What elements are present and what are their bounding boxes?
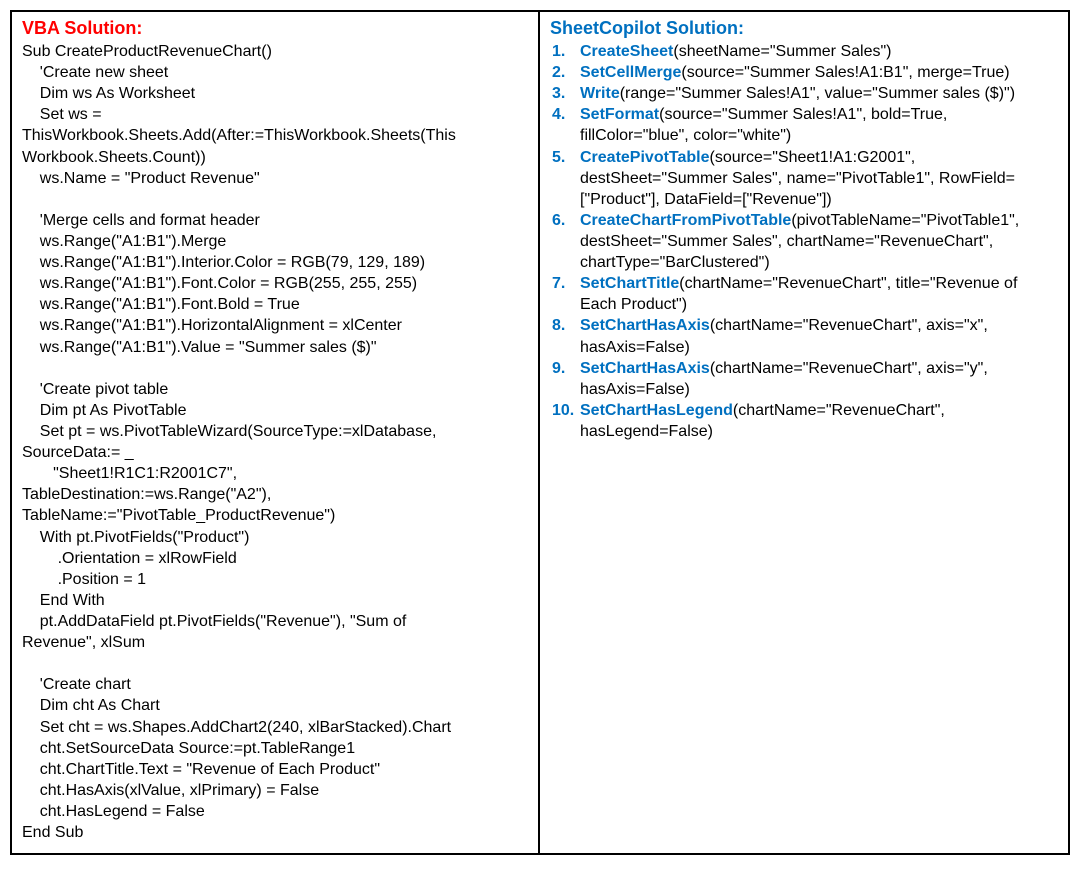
step-item: 6.CreateChartFromPivotTable(pivotTableNa… xyxy=(550,210,1058,273)
step-function: SetChartHasAxis xyxy=(580,360,710,377)
step-number: 2. xyxy=(550,62,580,83)
vba-title: VBA Solution: xyxy=(22,18,528,39)
step-number: 1. xyxy=(550,41,580,62)
step-number: 6. xyxy=(550,210,580,273)
step-function: CreateChartFromPivotTable xyxy=(580,212,791,229)
step-number: 10. xyxy=(550,400,580,442)
step-item: 8.SetChartHasAxis(chartName="RevenueChar… xyxy=(550,315,1058,357)
step-number: 8. xyxy=(550,315,580,357)
step-item: 9.SetChartHasAxis(chartName="RevenueChar… xyxy=(550,358,1058,400)
step-body: CreatePivotTable(source="Sheet1!A1:G2001… xyxy=(580,147,1058,210)
step-args: (sheetName="Summer Sales") xyxy=(673,43,891,60)
step-body: SetCellMerge(source="Summer Sales!A1:B1"… xyxy=(580,62,1058,83)
step-item: 4.SetFormat(source="Summer Sales!A1", bo… xyxy=(550,104,1058,146)
step-list: 1.CreateSheet(sheetName="Summer Sales")2… xyxy=(550,41,1058,442)
step-number: 9. xyxy=(550,358,580,400)
step-body: CreateChartFromPivotTable(pivotTableName… xyxy=(580,210,1058,273)
step-function: SetFormat xyxy=(580,106,659,123)
step-number: 5. xyxy=(550,147,580,210)
sheetcopilot-title: SheetCopilot Solution: xyxy=(550,18,1058,39)
step-args: (range="Summer Sales!A1", value="Summer … xyxy=(620,85,1015,102)
step-function: CreatePivotTable xyxy=(580,149,710,166)
step-body: SetChartHasLegend(chartName="RevenueChar… xyxy=(580,400,1058,442)
step-function: SetCellMerge xyxy=(580,64,681,81)
step-item: 3.Write(range="Summer Sales!A1", value="… xyxy=(550,83,1058,104)
step-body: CreateSheet(sheetName="Summer Sales") xyxy=(580,41,1058,62)
step-body: SetFormat(source="Summer Sales!A1", bold… xyxy=(580,104,1058,146)
vba-column: VBA Solution: Sub CreateProductRevenueCh… xyxy=(12,12,540,853)
step-body: SetChartTitle(chartName="RevenueChart", … xyxy=(580,273,1058,315)
step-function: CreateSheet xyxy=(580,43,673,60)
step-function: SetChartHasAxis xyxy=(580,317,710,334)
step-number: 7. xyxy=(550,273,580,315)
step-item: 10.SetChartHasLegend(chartName="RevenueC… xyxy=(550,400,1058,442)
step-number: 3. xyxy=(550,83,580,104)
step-number: 4. xyxy=(550,104,580,146)
step-body: Write(range="Summer Sales!A1", value="Su… xyxy=(580,83,1058,104)
step-function: SetChartTitle xyxy=(580,275,679,292)
step-item: 1.CreateSheet(sheetName="Summer Sales") xyxy=(550,41,1058,62)
step-function: SetChartHasLegend xyxy=(580,402,733,419)
step-body: SetChartHasAxis(chartName="RevenueChart"… xyxy=(580,315,1058,357)
step-item: 7.SetChartTitle(chartName="RevenueChart"… xyxy=(550,273,1058,315)
step-item: 2.SetCellMerge(source="Summer Sales!A1:B… xyxy=(550,62,1058,83)
step-function: Write xyxy=(580,85,620,102)
vba-code: Sub CreateProductRevenueChart() 'Create … xyxy=(22,41,528,843)
sheetcopilot-column: SheetCopilot Solution: 1.CreateSheet(she… xyxy=(540,12,1068,853)
step-body: SetChartHasAxis(chartName="RevenueChart"… xyxy=(580,358,1058,400)
step-args: (source="Summer Sales!A1:B1", merge=True… xyxy=(681,64,1009,81)
comparison-table: VBA Solution: Sub CreateProductRevenueCh… xyxy=(10,10,1070,855)
step-item: 5.CreatePivotTable(source="Sheet1!A1:G20… xyxy=(550,147,1058,210)
